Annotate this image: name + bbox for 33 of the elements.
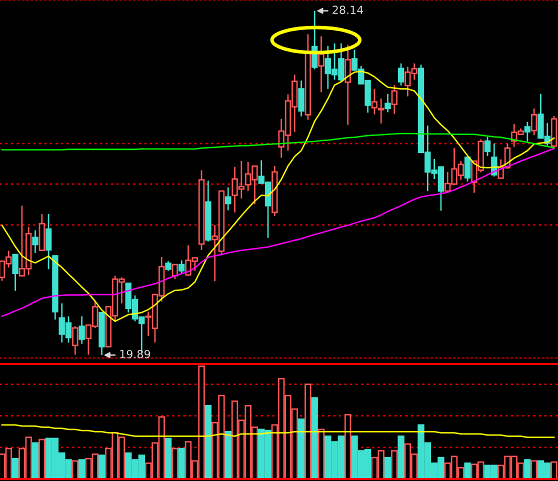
bar (298, 418, 305, 479)
bar (344, 414, 352, 479)
candlestick (225, 186, 232, 211)
candlestick (318, 36, 324, 93)
bar (98, 454, 106, 479)
bar (224, 430, 232, 479)
candlestick (304, 34, 312, 120)
candlestick (45, 213, 52, 270)
candlestick (32, 230, 38, 254)
bar (32, 442, 39, 479)
bar (550, 461, 558, 479)
bar (464, 462, 471, 479)
bar (72, 460, 79, 479)
bar (398, 435, 404, 479)
bar (12, 458, 19, 479)
bar (172, 448, 178, 479)
bar (178, 448, 185, 479)
bar (164, 438, 172, 479)
candlestick (344, 44, 351, 126)
bar (311, 397, 318, 479)
candlestick (78, 316, 85, 345)
bar (530, 460, 538, 479)
annotation: 19.89 (120, 350, 150, 358)
candlestick (298, 80, 304, 118)
bar (304, 384, 312, 479)
bar (384, 456, 392, 479)
bar (78, 459, 86, 479)
annotation: 28.14 (332, 6, 364, 14)
bar (524, 459, 531, 479)
bar (391, 450, 398, 479)
bar (318, 428, 325, 479)
bar (38, 438, 46, 479)
bar (204, 405, 212, 479)
